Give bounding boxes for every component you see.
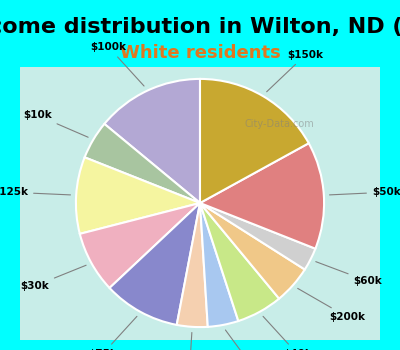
Wedge shape — [200, 79, 309, 203]
Text: $125k: $125k — [0, 187, 70, 197]
Wedge shape — [177, 203, 208, 327]
Text: City-Data.com: City-Data.com — [244, 119, 314, 128]
Text: $20k: $20k — [175, 332, 204, 350]
Wedge shape — [200, 203, 279, 321]
Wedge shape — [104, 79, 200, 203]
Text: $100k: $100k — [91, 42, 144, 86]
Wedge shape — [200, 203, 238, 327]
Bar — [20, 66, 380, 340]
Text: $200k: $200k — [298, 288, 365, 322]
Text: $60k: $60k — [316, 262, 382, 286]
Text: $75k: $75k — [88, 316, 137, 350]
Wedge shape — [76, 157, 200, 234]
Text: $30k: $30k — [20, 265, 86, 291]
Text: $40k: $40k — [263, 316, 312, 350]
Text: > $200k: > $200k — [226, 330, 281, 350]
Text: Income distribution in Wilton, ND (%): Income distribution in Wilton, ND (%) — [0, 18, 400, 37]
Text: White residents: White residents — [120, 44, 280, 62]
Wedge shape — [200, 203, 305, 299]
Text: $10k: $10k — [23, 110, 88, 137]
Wedge shape — [80, 203, 200, 288]
Wedge shape — [110, 203, 200, 325]
Wedge shape — [85, 124, 200, 203]
Text: $50k: $50k — [330, 187, 400, 197]
Wedge shape — [200, 203, 315, 270]
Wedge shape — [200, 143, 324, 249]
Text: $150k: $150k — [267, 50, 324, 92]
